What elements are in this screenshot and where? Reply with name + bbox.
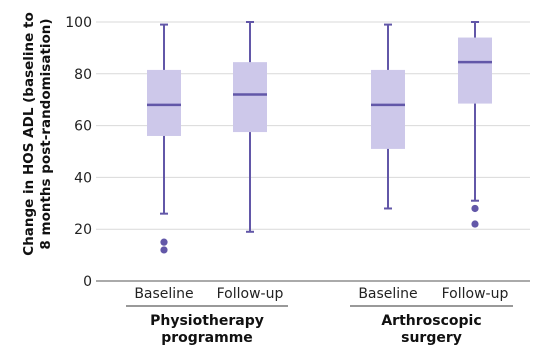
outlier-point	[160, 238, 168, 246]
group-label: programme	[161, 330, 253, 346]
box-physiotherapy-follow-up	[233, 21, 267, 233]
y-axis-title: Change in HOS ADL (baseline to 8 months …	[21, 12, 54, 255]
category-label: Follow-up	[217, 286, 284, 302]
y-tick-label: 20	[74, 222, 92, 238]
box-iqr	[233, 62, 267, 133]
box-physiotherapy-baseline	[147, 23, 181, 254]
y-tick-labels: 0 20 40 60 80 100	[65, 15, 92, 290]
outlier-point	[471, 220, 479, 228]
outlier-point	[160, 246, 168, 254]
category-label: Follow-up	[442, 286, 509, 302]
box-iqr	[371, 69, 405, 149]
y-tick-label: 100	[65, 15, 92, 31]
y-axis-title-line-2: 8 months post-randomisation)	[38, 18, 54, 249]
box-iqr	[458, 37, 492, 104]
boxes	[147, 21, 492, 254]
group-label: Arthroscopic	[381, 313, 481, 329]
y-tick-label: 40	[74, 170, 92, 186]
category-label: Baseline	[134, 286, 193, 302]
y-axis-title-line-1: Change in HOS ADL (baseline to	[21, 12, 37, 255]
category-label: Baseline	[358, 286, 417, 302]
y-tick-label: 0	[83, 274, 92, 290]
y-tick-label: 60	[74, 119, 92, 135]
box-arthroscopic-follow-up	[458, 21, 492, 228]
outlier-point	[471, 204, 479, 213]
group-label: Physiotherapy	[150, 313, 264, 329]
box-iqr	[147, 69, 181, 136]
box-arthroscopic-baseline	[371, 23, 405, 210]
y-tick-label: 80	[74, 67, 92, 83]
group-label: surgery	[401, 330, 462, 346]
